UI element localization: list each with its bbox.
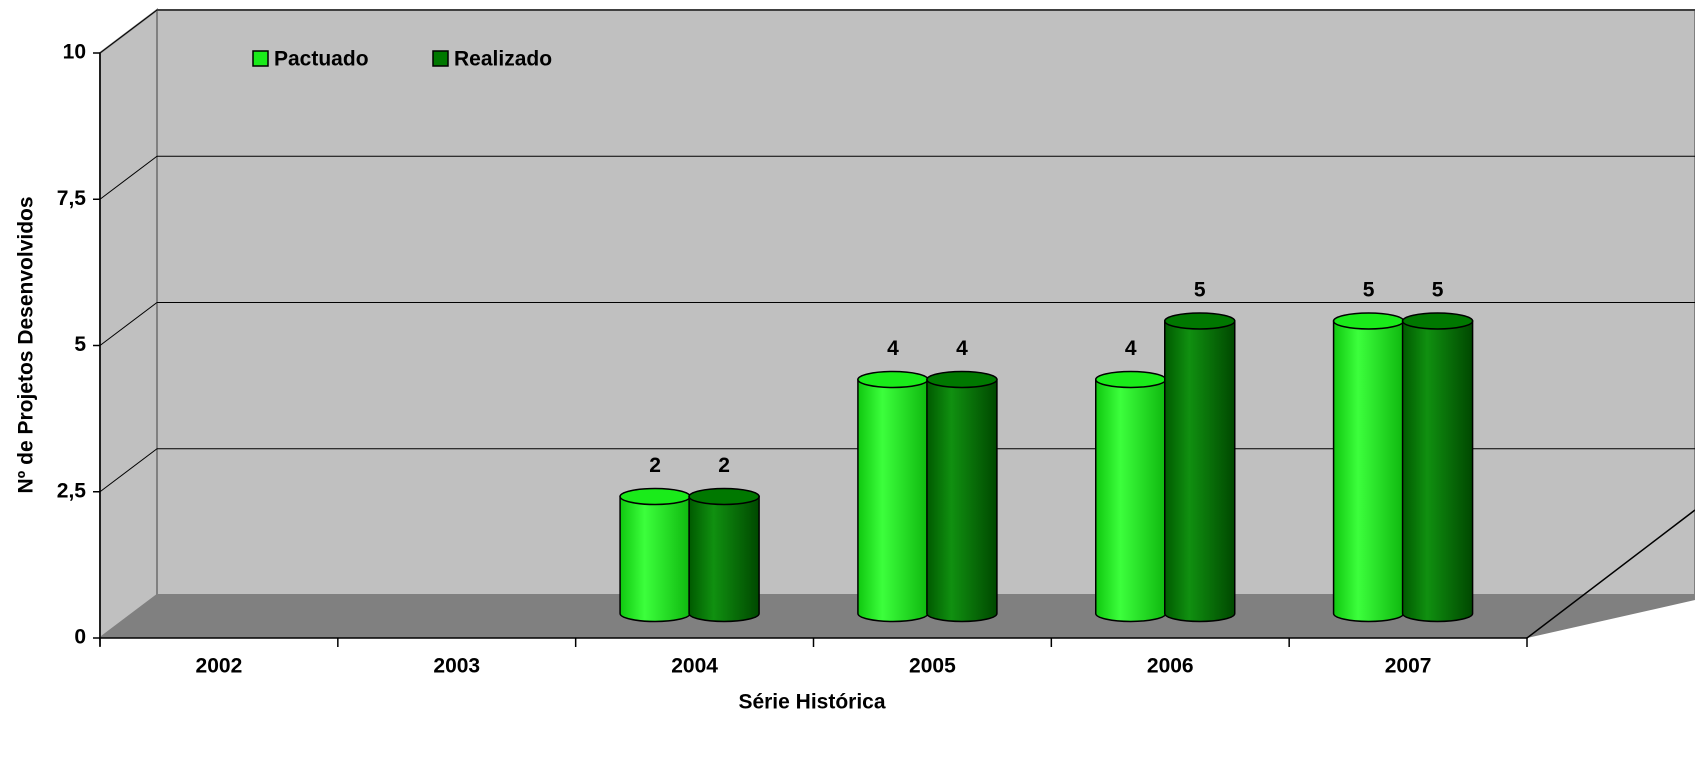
bar-top xyxy=(1401,312,1474,330)
bar xyxy=(688,495,760,623)
bar xyxy=(1401,320,1474,623)
legend-label: Pactuado xyxy=(274,48,369,71)
bar-top xyxy=(926,370,998,389)
x-axis-title: Série Histórica xyxy=(738,691,885,714)
legend-label: Realizado xyxy=(454,48,552,71)
data-label: 5 xyxy=(1194,279,1206,302)
bar-top xyxy=(619,487,691,506)
bar-top xyxy=(1095,370,1167,389)
floor-edge xyxy=(1526,509,1695,639)
legend-swatch xyxy=(432,50,449,67)
x-tick-label: 2002 xyxy=(196,655,243,678)
data-label: 5 xyxy=(1432,279,1444,302)
bar xyxy=(619,495,691,623)
bar-top xyxy=(1164,312,1236,330)
bar xyxy=(926,378,998,623)
y-tick-label: 5 xyxy=(74,333,86,356)
data-label: 4 xyxy=(1125,337,1137,360)
bar-top xyxy=(1332,312,1405,330)
bar xyxy=(1095,378,1167,623)
legend-swatch xyxy=(252,50,269,67)
bar xyxy=(857,378,929,623)
y-tick-label: 2,5 xyxy=(57,479,87,502)
bar-top xyxy=(688,487,760,506)
x-tick-label: 2007 xyxy=(1385,655,1432,678)
data-label: 4 xyxy=(887,337,899,360)
data-label: 5 xyxy=(1363,279,1375,302)
bar-top xyxy=(857,370,929,389)
y-tick-label: 0 xyxy=(74,626,86,649)
data-label: 2 xyxy=(718,454,730,477)
grid-line xyxy=(99,155,158,200)
x-tick-label: 2003 xyxy=(433,655,480,678)
bar xyxy=(1332,320,1405,623)
x-tick-label: 2004 xyxy=(671,655,718,678)
y-axis-title: Nº de Projetos Desenvolvidos xyxy=(15,196,38,493)
grid-line xyxy=(99,448,158,493)
data-label: 4 xyxy=(956,337,968,360)
y-tick-label: 10 xyxy=(63,41,86,64)
x-tick-label: 2006 xyxy=(1147,655,1194,678)
bar xyxy=(1164,320,1236,623)
grid-line xyxy=(99,302,158,346)
data-label: 2 xyxy=(649,454,661,477)
grid-line xyxy=(99,9,158,54)
y-tick-label: 7,5 xyxy=(57,187,87,210)
x-tick-label: 2005 xyxy=(909,655,956,678)
